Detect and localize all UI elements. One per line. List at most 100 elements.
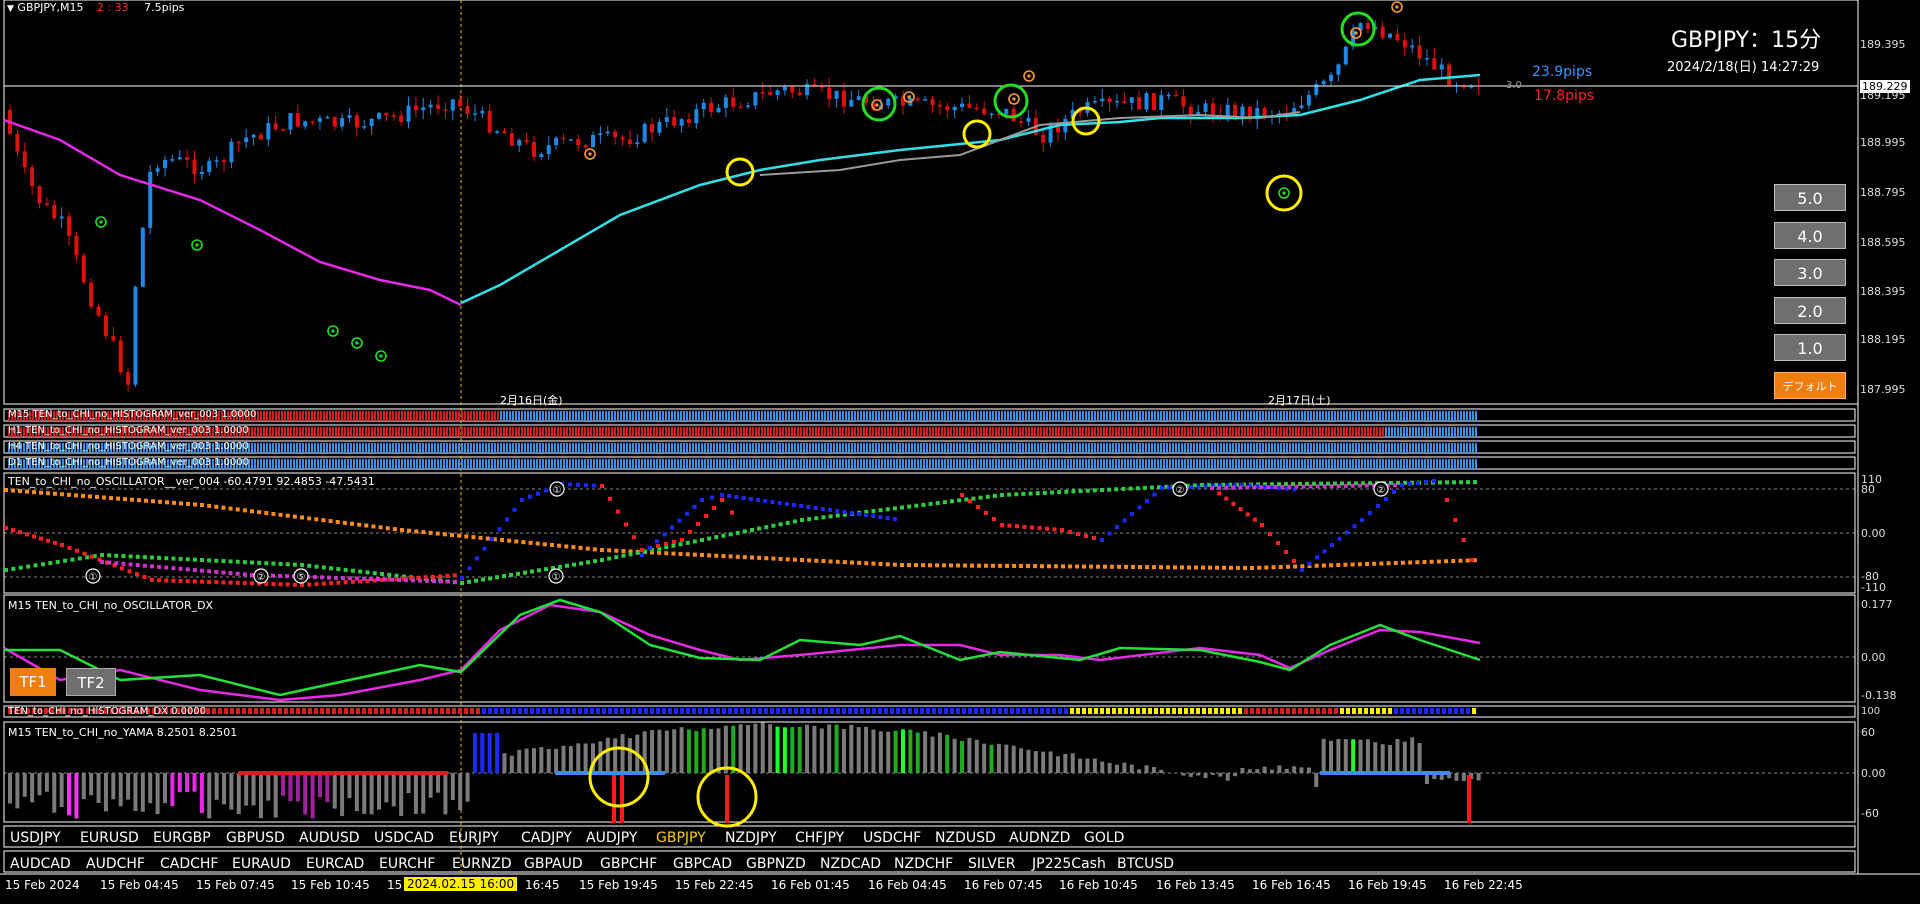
histogram-bar bbox=[155, 427, 157, 437]
default-button[interactable]: デフォルト bbox=[1774, 372, 1846, 399]
symbol-button-chfjpy[interactable]: CHFJPY bbox=[795, 830, 845, 846]
tf1-button[interactable]: TF1 bbox=[10, 668, 56, 696]
histogram-bar bbox=[530, 411, 532, 421]
histogram-bar bbox=[1376, 459, 1378, 469]
symbol-button-nzdusd[interactable]: NZDUSD bbox=[935, 830, 996, 846]
histogram-bar bbox=[1457, 459, 1459, 469]
histogram-bar bbox=[1223, 411, 1225, 421]
scale-3-button[interactable]: 3.0 bbox=[1774, 259, 1846, 286]
symbol-button-cadjpy[interactable]: CADJPY bbox=[521, 830, 572, 846]
symbol-button-gbpchf[interactable]: GBPCHF bbox=[600, 856, 658, 872]
candle-body bbox=[458, 99, 463, 107]
oscillator-dot bbox=[835, 559, 840, 564]
symbol-button-eurchf[interactable]: EURCHF bbox=[379, 856, 436, 872]
symbol-button-usdchf[interactable]: USDCHF bbox=[863, 830, 922, 846]
scale-1-button[interactable]: 1.0 bbox=[1774, 334, 1846, 361]
histogram-bar bbox=[224, 459, 226, 469]
scale-4-button[interactable]: 4.0 bbox=[1774, 222, 1846, 249]
symbol-button-eurusd[interactable]: EURUSD bbox=[80, 830, 139, 846]
histogram-bar bbox=[1436, 443, 1438, 453]
oscillator-dot bbox=[885, 562, 890, 567]
oscillator-dot bbox=[505, 517, 509, 522]
symbol-button-eurgbp[interactable]: EURGBP bbox=[153, 830, 211, 846]
symbol-button-silver[interactable]: SILVER bbox=[968, 856, 1016, 872]
histogram-bar bbox=[86, 427, 88, 437]
histogram-bar bbox=[1475, 443, 1477, 453]
symbol-button-gbpaud[interactable]: GBPAUD bbox=[524, 856, 583, 872]
symbol-button-euraud[interactable]: EURAUD bbox=[232, 856, 291, 872]
histogram-bar bbox=[122, 443, 124, 453]
histdx-square bbox=[698, 708, 702, 714]
symbol-button-gold[interactable]: GOLD bbox=[1084, 830, 1125, 846]
histogram-bar bbox=[287, 427, 289, 437]
symbol-button-audjpy[interactable]: AUDJPY bbox=[586, 830, 638, 846]
histogram-bar bbox=[1424, 411, 1426, 421]
symbol-button-audchf[interactable]: AUDCHF bbox=[86, 856, 145, 872]
histogram-bar bbox=[257, 459, 259, 469]
histogram-bar bbox=[356, 459, 358, 469]
symbol-button-audcad[interactable]: AUDCAD bbox=[10, 856, 71, 872]
histogram-bar bbox=[851, 427, 853, 437]
histogram-bar bbox=[1412, 411, 1414, 421]
symbol-button-usdjpy[interactable]: USDJPY bbox=[10, 830, 61, 846]
candle-body bbox=[340, 117, 345, 127]
histdx-square bbox=[446, 708, 450, 714]
signal-dot bbox=[1391, 1, 1403, 13]
histogram-bar bbox=[533, 443, 535, 453]
symbol-button-audusd[interactable]: AUDUSD bbox=[299, 830, 360, 846]
histogram-bar bbox=[398, 443, 400, 453]
symbol-button-eurnzd[interactable]: EURNZD bbox=[452, 856, 512, 872]
histogram-bar bbox=[524, 411, 526, 421]
symbol-button-eurcad[interactable]: EURCAD bbox=[306, 856, 365, 872]
symbol-button-nzdchf[interactable]: NZDCHF bbox=[894, 856, 954, 872]
histogram-bar bbox=[473, 459, 475, 469]
histdx-square bbox=[1436, 708, 1440, 714]
histogram-bar bbox=[755, 459, 757, 469]
oscillator-dot bbox=[1078, 489, 1083, 494]
scale-5-button[interactable]: 5.0 bbox=[1774, 184, 1846, 211]
histogram-bar bbox=[809, 427, 811, 437]
symbol-button-btcusd[interactable]: BTCUSD bbox=[1117, 856, 1175, 872]
oscillator-dot bbox=[871, 509, 876, 514]
histogram-bar bbox=[1049, 427, 1051, 437]
candle-body bbox=[531, 141, 536, 157]
symbol-button-cadchf[interactable]: CADCHF bbox=[160, 856, 219, 872]
oscillator-dot bbox=[438, 574, 443, 579]
symbol-button-gbpcad[interactable]: GBPCAD bbox=[673, 856, 733, 872]
tf2-button[interactable]: TF2 bbox=[66, 668, 116, 696]
oscillator-dot bbox=[228, 571, 233, 576]
time-axis-label: 15 bbox=[387, 878, 403, 892]
histogram-bar bbox=[458, 459, 460, 469]
menu-triangle-icon[interactable]: ▼ bbox=[7, 4, 14, 14]
yama-bar bbox=[347, 773, 352, 799]
histogram-bar bbox=[119, 443, 121, 453]
oscillator-dot bbox=[1329, 563, 1334, 568]
symbol-button-nzdjpy[interactable]: NZDJPY bbox=[725, 830, 777, 846]
histogram-bar bbox=[206, 427, 208, 437]
symbol-button-nzdcad[interactable]: NZDCAD bbox=[820, 856, 881, 872]
candle-body bbox=[74, 235, 79, 256]
symbol-button-gbpjpy[interactable]: GBPJPY bbox=[656, 830, 706, 846]
symbol-button-gbpnzd[interactable]: GBPNZD bbox=[746, 856, 806, 872]
histogram-bar bbox=[347, 411, 349, 421]
symbol-button-audnzd[interactable]: AUDNZD bbox=[1009, 830, 1071, 846]
histogram-bar bbox=[1193, 443, 1195, 453]
histogram-bar bbox=[695, 443, 697, 453]
symbol-button-usdcad[interactable]: USDCAD bbox=[374, 830, 435, 846]
yama-bar bbox=[1137, 769, 1142, 773]
histdx-square bbox=[416, 708, 420, 714]
histogram-bar bbox=[977, 427, 979, 437]
histogram-bar bbox=[1088, 427, 1090, 437]
symbol-button-jp225cash[interactable]: JP225Cash bbox=[1032, 856, 1106, 872]
symbol-button-gbpusd[interactable]: GBPUSD bbox=[226, 830, 285, 846]
histogram-bar bbox=[587, 443, 589, 453]
symbol-button-eurjpy[interactable]: EURJPY bbox=[449, 830, 499, 846]
oscillator-dot bbox=[777, 501, 782, 505]
histogram-bar bbox=[890, 411, 892, 421]
histogram-bar bbox=[656, 427, 658, 437]
histogram-bar bbox=[200, 427, 202, 437]
scale-2-button[interactable]: 2.0 bbox=[1774, 297, 1846, 324]
histogram-bar bbox=[1343, 443, 1345, 453]
oscillator-dot bbox=[1280, 484, 1285, 489]
